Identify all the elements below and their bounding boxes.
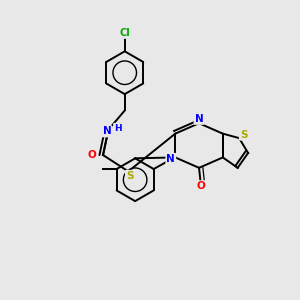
Text: O: O xyxy=(196,181,205,191)
Text: S: S xyxy=(126,171,134,181)
Text: O: O xyxy=(87,150,96,160)
Text: N: N xyxy=(103,126,111,136)
Text: N: N xyxy=(195,114,203,124)
Text: N: N xyxy=(167,154,175,164)
Text: Cl: Cl xyxy=(119,28,130,38)
Text: S: S xyxy=(240,130,247,140)
Text: H: H xyxy=(114,124,122,133)
